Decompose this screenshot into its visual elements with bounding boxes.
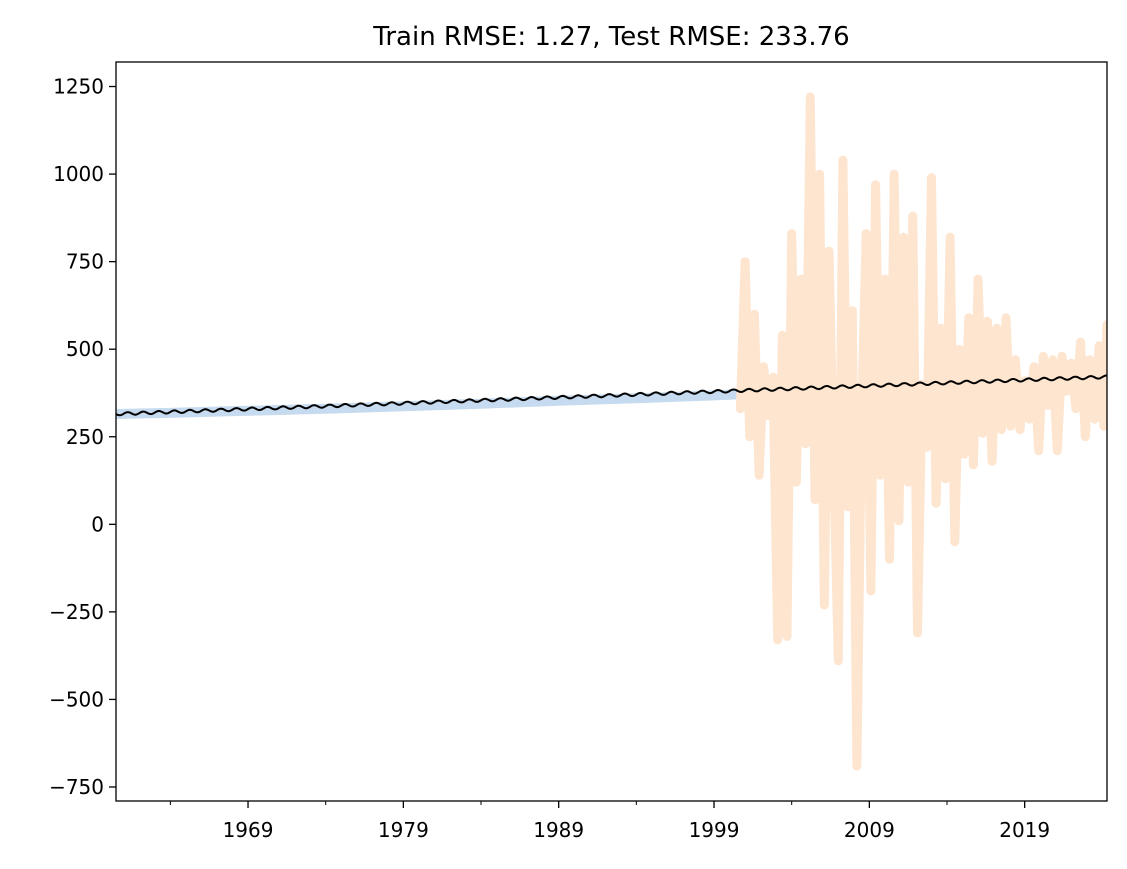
plot-frame bbox=[115, 61, 1108, 802]
y-tick-label: 500 bbox=[66, 337, 104, 361]
x-tick-label: 2009 bbox=[844, 818, 895, 842]
y-tick-label: 750 bbox=[66, 250, 104, 274]
x-tick-label: 1969 bbox=[223, 818, 274, 842]
y-tick-label: 0 bbox=[91, 512, 104, 536]
train-series bbox=[116, 389, 744, 419]
y-tick-label: 250 bbox=[66, 425, 104, 449]
prediction-line bbox=[116, 374, 1107, 417]
test-series bbox=[735, 92, 1107, 771]
y-tick-label: −250 bbox=[49, 600, 104, 624]
x-tick-label: 1989 bbox=[533, 818, 584, 842]
x-tick-label: 2019 bbox=[999, 818, 1050, 842]
y-tick-label: −750 bbox=[49, 775, 104, 799]
train-series-line bbox=[116, 389, 744, 419]
y-axis: −750 −500 −250 0 250 500 750 1000 1250 bbox=[49, 75, 116, 799]
test-series-line bbox=[735, 92, 1107, 771]
plot-area bbox=[116, 92, 1107, 771]
y-tick-label: −500 bbox=[49, 687, 104, 711]
chart-title: Train RMSE: 1.27, Test RMSE: 233.76 bbox=[372, 22, 849, 52]
y-tick-label: 1250 bbox=[53, 75, 104, 99]
prediction-series bbox=[116, 374, 1107, 417]
x-axis: 1969 1979 1989 1999 2009 2019 bbox=[169, 801, 1050, 842]
y-tick-label: 1000 bbox=[53, 162, 104, 186]
x-tick-label: 1979 bbox=[378, 818, 429, 842]
x-tick-label: 1999 bbox=[689, 818, 740, 842]
